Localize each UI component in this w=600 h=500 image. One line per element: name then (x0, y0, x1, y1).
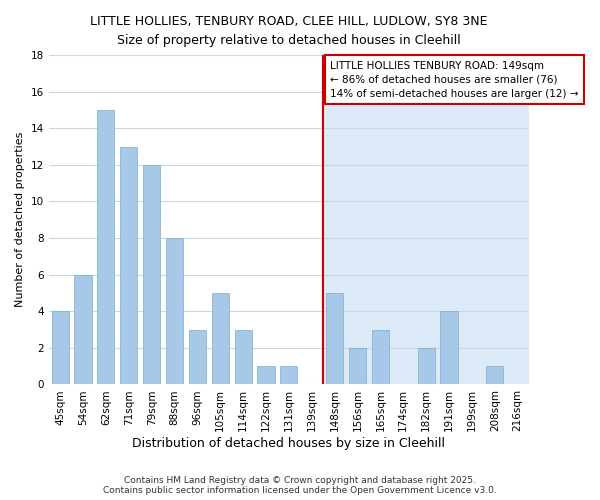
Bar (323, 55, 529, 384)
Bar (440, 312, 458, 384)
Bar (189, 330, 206, 384)
Bar (97, 110, 115, 384)
Bar (257, 366, 275, 384)
Y-axis label: Number of detached properties: Number of detached properties (15, 132, 25, 308)
Bar (326, 293, 343, 384)
Bar (120, 146, 137, 384)
Bar (486, 366, 503, 384)
Bar (372, 330, 389, 384)
Bar (212, 293, 229, 384)
Text: LITTLE HOLLIES TENBURY ROAD: 149sqm
← 86% of detached houses are smaller (76)
14: LITTLE HOLLIES TENBURY ROAD: 149sqm ← 86… (330, 60, 578, 98)
Bar (235, 330, 252, 384)
Bar (74, 274, 92, 384)
Title: LITTLE HOLLIES, TENBURY ROAD, CLEE HILL, LUDLOW, SY8 3NE
Size of property relati: LITTLE HOLLIES, TENBURY ROAD, CLEE HILL,… (90, 15, 488, 47)
Bar (52, 312, 68, 384)
Bar (418, 348, 435, 385)
Text: Contains HM Land Registry data © Crown copyright and database right 2025.
Contai: Contains HM Land Registry data © Crown c… (103, 476, 497, 495)
Bar (166, 238, 183, 384)
X-axis label: Distribution of detached houses by size in Cleehill: Distribution of detached houses by size … (133, 437, 445, 450)
Bar (143, 165, 160, 384)
Bar (349, 348, 366, 385)
Bar (280, 366, 298, 384)
